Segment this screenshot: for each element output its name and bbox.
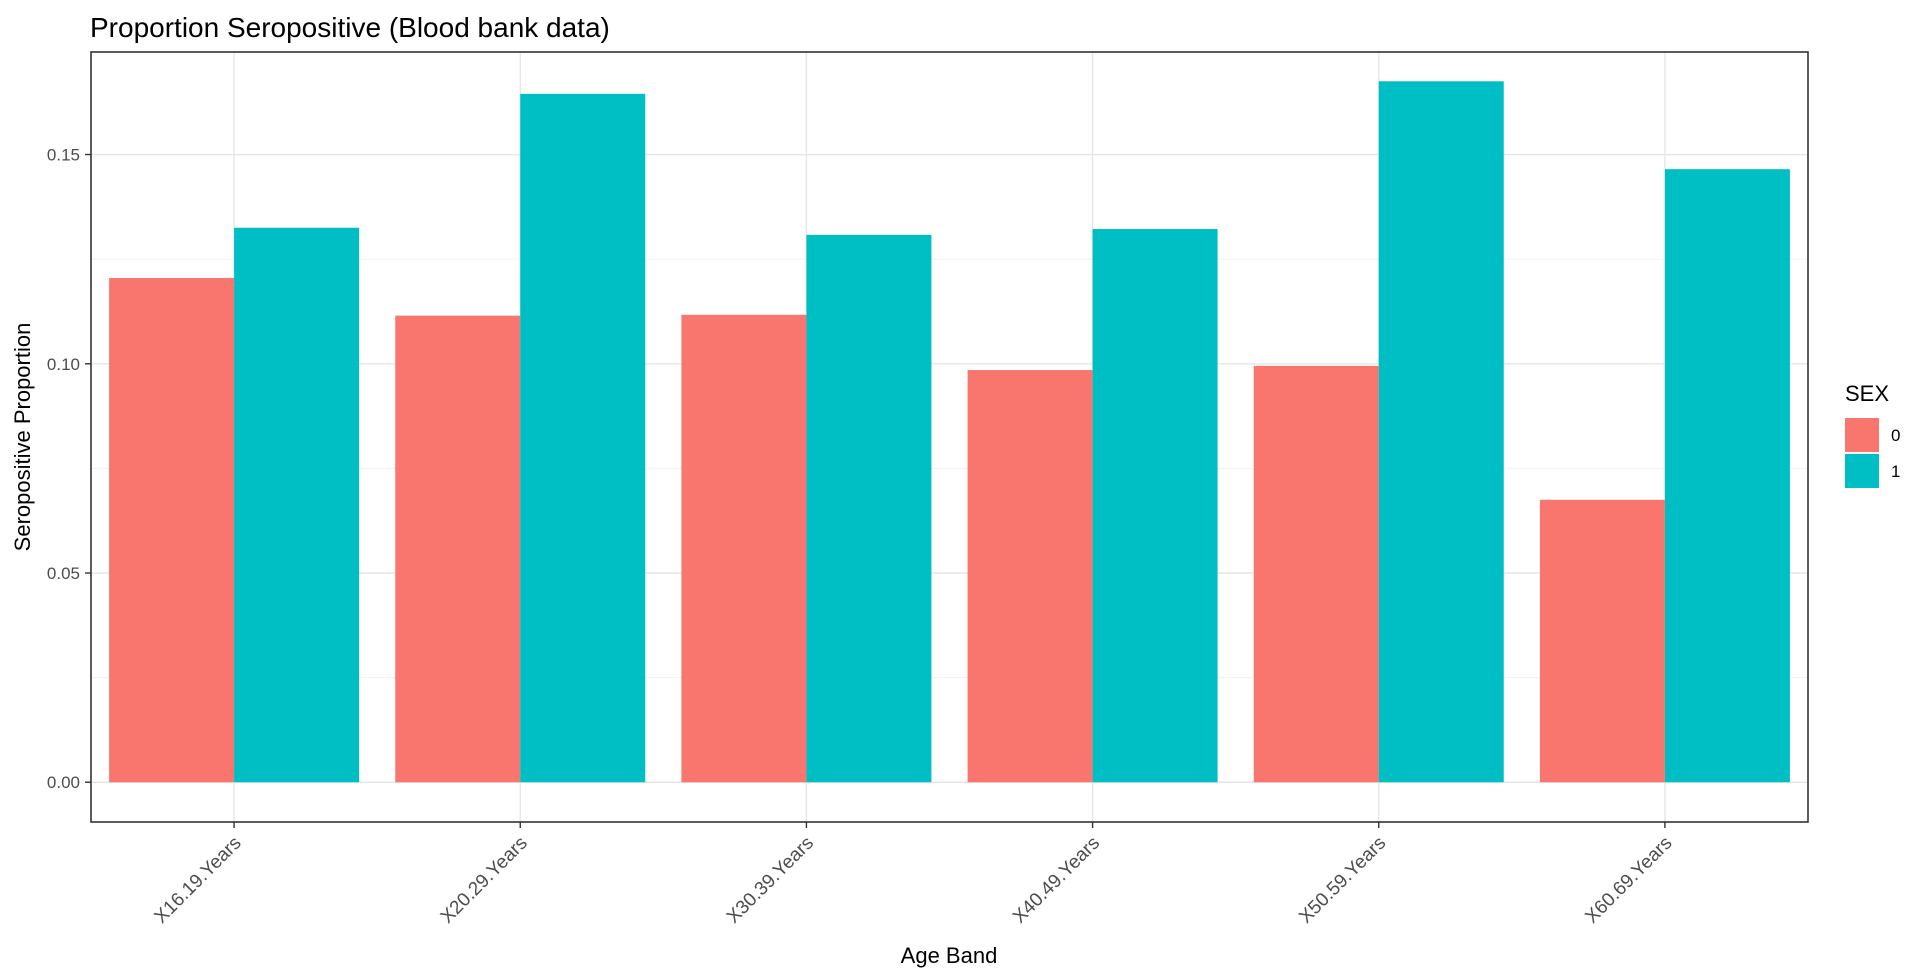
y-tick-label: 0.05 [47, 564, 80, 583]
legend-label-1: 1 [1891, 462, 1900, 481]
y-tick-label: 0.15 [47, 146, 80, 165]
bar-sex-0-X50.59.Years [1253, 365, 1379, 783]
legend-key-0 [1845, 418, 1879, 452]
bar-sex-1-X16.19.Years [234, 227, 360, 783]
x-tick-label: X16.19.Years [151, 833, 246, 928]
bar-sex-0-X16.19.Years [109, 277, 235, 783]
plot-panel-background [91, 52, 1808, 822]
bar-sex-1-X40.49.Years [1092, 229, 1218, 783]
x-tick-label: X20.29.Years [437, 833, 532, 928]
bar-sex-1-X20.29.Years [520, 93, 646, 783]
bar-sex-0-X30.39.Years [681, 314, 807, 783]
bar-sex-0-X20.29.Years [395, 315, 521, 783]
x-tick-label: X60.69.Years [1581, 833, 1676, 928]
y-axis: 0.00 0.05 0.10 0.15 [47, 146, 91, 792]
y-tick-label: 0.00 [47, 773, 80, 792]
bar-sex-1-X60.69.Years [1664, 169, 1790, 783]
x-tick-label: X40.49.Years [1009, 833, 1104, 928]
y-tick-label: 0.10 [47, 355, 80, 374]
bar-sex-0-X60.69.Years [1539, 499, 1665, 783]
y-axis-title: Seropositive Proportion [10, 323, 35, 552]
plot-panel-border [90, 51, 1809, 823]
legend: SEX 0 1 [1845, 381, 1900, 488]
bar-sex-1-X30.39.Years [806, 234, 932, 783]
x-tick-label: X30.39.Years [723, 833, 818, 928]
legend-label-0: 0 [1891, 426, 1900, 445]
legend-key-1 [1845, 454, 1879, 488]
bars [109, 81, 1790, 783]
bar-sex-1-X50.59.Years [1378, 81, 1504, 783]
x-axis-title: Age Band [901, 943, 998, 968]
chart-title: Proportion Seropositive (Blood bank data… [90, 12, 610, 43]
x-axis: X16.19.Years X20.29.Years X30.39.Years X40.… [151, 822, 1676, 928]
bar-sex-0-X40.49.Years [967, 370, 1093, 783]
legend-title: SEX [1845, 381, 1889, 406]
x-tick-label: X50.59.Years [1295, 833, 1390, 928]
